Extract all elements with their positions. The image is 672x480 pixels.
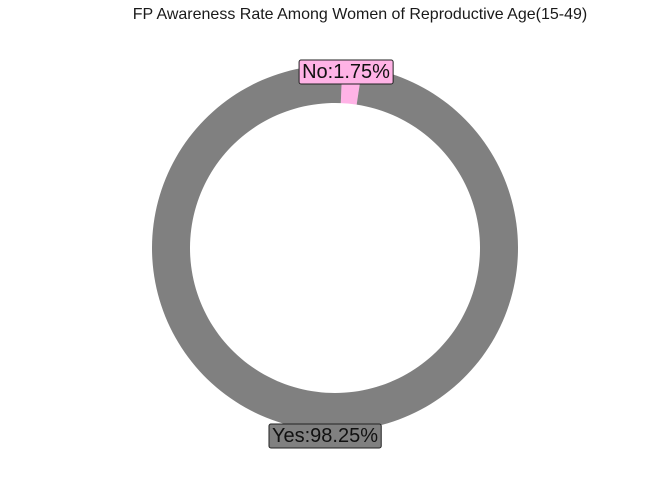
chart-title: FP Awareness Rate Among Women of Reprodu… — [132, 6, 588, 23]
slice-label-yes: Yes:98.25% — [268, 423, 382, 449]
slice-label-no: No:1.75% — [298, 59, 394, 85]
slice-label-text: Yes:98.25% — [272, 425, 378, 447]
slice-yes — [152, 64, 518, 431]
slice-label-box — [268, 423, 382, 449]
slice-label-text: No:1.75% — [302, 61, 390, 83]
slice-label-box — [298, 59, 394, 85]
